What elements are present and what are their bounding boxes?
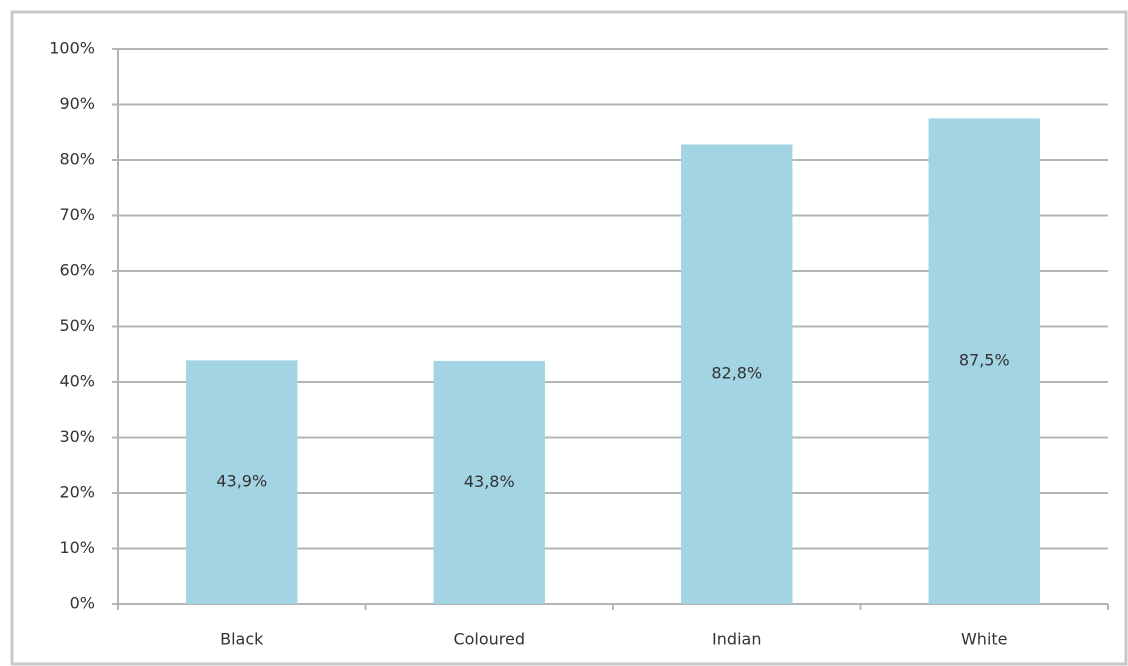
y-tick-label: 10% — [59, 538, 95, 557]
y-tick-label: 60% — [59, 261, 95, 280]
y-tick-label: 90% — [59, 94, 95, 113]
y-tick-label: 100% — [49, 39, 95, 58]
x-tick-label: Coloured — [453, 630, 525, 649]
bar — [433, 360, 545, 604]
x-tick-label: Indian — [712, 630, 761, 649]
y-tick-label: 30% — [59, 427, 95, 446]
y-tick-label: 50% — [59, 316, 95, 335]
value-label: 82,8% — [711, 364, 762, 383]
y-tick-label: 20% — [59, 483, 95, 502]
x-tick-label: Black — [220, 630, 264, 649]
value-label: 87,5% — [959, 351, 1010, 370]
value-label: 43,9% — [216, 472, 267, 491]
bar — [681, 144, 793, 604]
y-tick-label: 0% — [70, 594, 95, 613]
x-tick-label: White — [961, 630, 1008, 649]
bar — [186, 360, 298, 604]
value-label: 43,8% — [464, 472, 515, 491]
y-tick-label: 70% — [59, 205, 95, 224]
y-tick-label: 80% — [59, 150, 95, 169]
bar — [928, 118, 1040, 604]
y-tick-label: 40% — [59, 372, 95, 391]
